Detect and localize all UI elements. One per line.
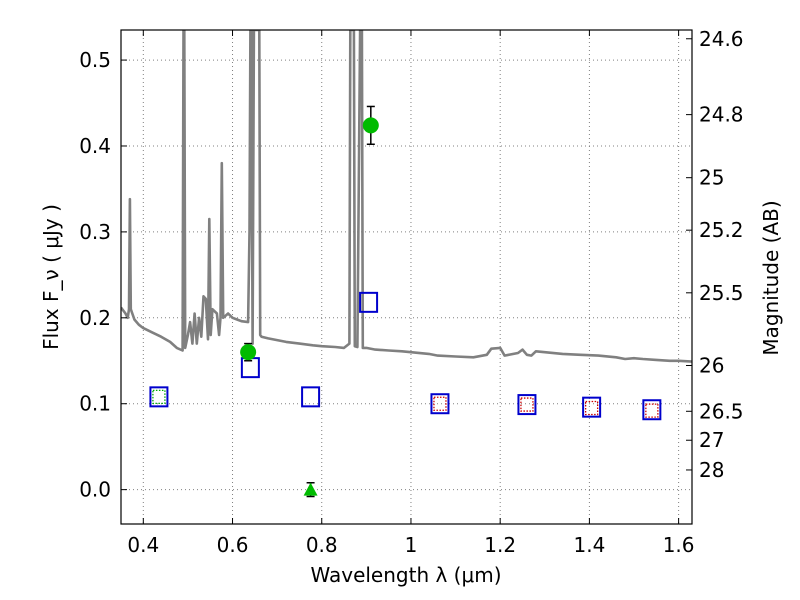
x-tick-label: 1 <box>405 533 418 557</box>
y-tick-label: 0.5 <box>79 48 111 72</box>
y2-tick-label: 28 <box>699 458 724 482</box>
model-flux-square <box>359 291 379 313</box>
x-tick-label: 0.6 <box>217 533 249 557</box>
y-axis: 0.0 0.1 0.2 0.3 0.4 0.5 <box>79 48 127 502</box>
series-group <box>121 30 692 498</box>
observed-flux-triangle <box>303 482 318 496</box>
grid <box>121 30 692 524</box>
model-flux-square-small <box>433 396 447 411</box>
model-flux-square <box>642 399 662 421</box>
model-flux-square <box>149 386 169 408</box>
y-axis-label: Flux F_ν ( μJy ) <box>39 204 63 350</box>
model-flux-square-small <box>520 397 534 412</box>
y2-tick-label: 25 <box>699 166 724 190</box>
observed-flux-point <box>362 117 379 134</box>
y-tick-label: 0.0 <box>79 478 111 502</box>
model-flux-square <box>430 393 450 415</box>
plot-area <box>121 30 692 498</box>
y2-tick-label: 26.5 <box>699 399 744 423</box>
x-tick-label: 0.8 <box>306 533 338 557</box>
y2-tick-label: 24.8 <box>699 103 744 127</box>
y2-tick-label: 27 <box>699 428 724 452</box>
y2-tick-label: 24.6 <box>699 27 744 51</box>
model-flux-square-small <box>645 403 659 418</box>
y2-axis-label: Magnitude (AB) <box>759 200 783 355</box>
x-tick-label: 0.4 <box>127 533 159 557</box>
model-flux-square-small <box>152 389 166 404</box>
x-tick-label: 1.4 <box>573 533 605 557</box>
model-flux-square <box>517 394 537 416</box>
model-flux-square <box>301 386 321 408</box>
plot-frame <box>120 29 693 525</box>
observed-flux-point <box>240 344 257 361</box>
y-tick-label: 0.2 <box>79 306 111 330</box>
y2-tick-label: 25.2 <box>699 218 744 242</box>
x-tick-label: 1.6 <box>663 533 695 557</box>
x-axis: 0.4 0.6 0.8 1 1.2 1.4 1.6 <box>127 30 695 557</box>
model-flux-square-small <box>584 400 599 416</box>
y2-axis: 24.6 24.8 25 25.2 25.5 26 26.5 27 28 <box>686 27 744 482</box>
x-tick-label: 1.2 <box>484 533 516 557</box>
y-tick-label: 0.4 <box>79 134 111 158</box>
spectrum-line <box>121 30 692 363</box>
model-flux-square <box>582 396 602 418</box>
y-tick-label: 0.3 <box>79 220 111 244</box>
y2-tick-label: 26 <box>699 353 724 377</box>
y-tick-label: 0.1 <box>79 392 111 416</box>
x-axis-label: Wavelength λ (μm) <box>310 563 501 587</box>
y2-tick-label: 25.5 <box>699 281 744 305</box>
